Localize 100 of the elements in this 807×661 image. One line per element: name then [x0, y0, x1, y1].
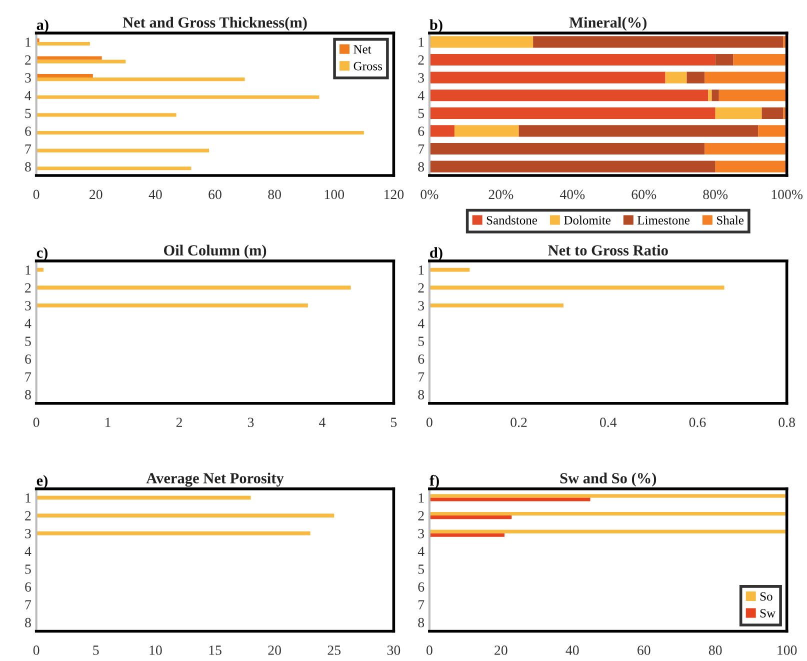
x-tick-label: 0%	[420, 190, 438, 200]
y-tick-label: 5	[418, 564, 424, 574]
chart-title: Oil Column (m)	[164, 244, 266, 259]
legend-label: Gross	[354, 62, 382, 70]
x-tick-label: 20	[90, 190, 102, 200]
x-tick-label: 60%	[632, 190, 656, 200]
y-tick-label: 8	[418, 390, 424, 400]
x-tick-label: 0.6	[689, 418, 706, 428]
legend-label: So	[760, 592, 772, 601]
y-tick-label: 1	[26, 265, 31, 275]
chart-title: Sw and So (%)	[560, 472, 656, 487]
annotation: e)	[36, 474, 48, 489]
y-tick-label: 1	[418, 38, 424, 47]
bar	[36, 166, 192, 170]
y-tick-label: 4	[418, 546, 424, 556]
bar	[429, 516, 512, 520]
y-tick-label: 4	[24, 318, 32, 328]
bar	[429, 268, 470, 272]
x-tick-label: 15	[209, 646, 222, 655]
x-tick-label: 40%	[560, 190, 585, 200]
annotation: a)	[36, 19, 48, 34]
x-tick-label: 120	[384, 190, 404, 200]
y-tick-label: 7	[418, 600, 424, 610]
x-tick-label: 0.2	[510, 418, 527, 428]
bar	[429, 125, 454, 137]
x-tick-label: 1	[106, 418, 110, 427]
x-tick-label: 60	[208, 190, 222, 200]
bar	[36, 74, 93, 78]
annotation: b)	[430, 19, 442, 34]
x-tick-label: 0	[33, 190, 40, 200]
bar	[36, 95, 320, 99]
bar	[715, 54, 734, 66]
x-tick-label: 100%	[772, 190, 803, 200]
y-tick-label: 8	[418, 618, 424, 628]
y-tick-label: 7	[418, 372, 424, 382]
y-tick-label: 7	[25, 144, 32, 154]
bar	[758, 125, 787, 137]
x-tick-label: 5	[391, 418, 397, 428]
legend-label: Sw	[760, 609, 776, 618]
x-tick-label: 80%	[703, 190, 728, 200]
bar	[36, 531, 310, 536]
x-tick-label: 80	[268, 190, 281, 200]
bar	[454, 125, 519, 137]
legend-label: Dolomite	[564, 216, 610, 224]
y-tick-label: 6	[418, 354, 424, 364]
x-tick-label: 20	[494, 646, 508, 655]
y-tick-label: 8	[25, 162, 31, 172]
bar	[715, 107, 762, 119]
y-tick-label: 8	[25, 618, 31, 628]
x-tick-label: 30	[387, 646, 400, 655]
x-tick-label: 40	[566, 646, 579, 655]
bar	[429, 72, 666, 84]
y-tick-label: 6	[418, 582, 424, 592]
y-tick-label: 2	[418, 283, 424, 292]
legend-label: Sandstone	[486, 216, 538, 224]
bar	[429, 494, 787, 498]
bar	[715, 160, 787, 172]
bar	[36, 78, 245, 82]
y-tick-label: 2	[25, 55, 31, 65]
x-tick-label: 100	[324, 190, 344, 200]
x-tick-label: 0	[426, 418, 432, 428]
bar	[712, 90, 719, 102]
bar	[704, 72, 787, 84]
bar	[429, 512, 787, 516]
bar	[429, 90, 708, 102]
bar	[718, 90, 787, 102]
x-tick-label: 3	[248, 418, 254, 428]
x-tick-label: 25	[328, 646, 341, 655]
x-tick-label: 40	[148, 190, 162, 200]
y-tick-label: 7	[25, 600, 32, 610]
bar	[429, 142, 705, 155]
bar	[429, 286, 724, 290]
y-tick-label: 3	[418, 301, 424, 310]
x-tick-label: 20%	[488, 190, 514, 200]
bar	[36, 514, 334, 518]
y-tick-label: 6	[25, 126, 32, 136]
bar	[36, 148, 210, 152]
y-tick-label: 7	[418, 144, 424, 154]
bar	[733, 54, 787, 66]
bar	[429, 533, 504, 537]
bar	[36, 56, 102, 60]
bar	[429, 36, 534, 48]
x-tick-label: 60	[638, 646, 650, 655]
y-tick-label: 2	[25, 283, 31, 292]
x-tick-label: 0.4	[600, 418, 617, 428]
legend-label: Shale	[717, 216, 744, 224]
bar	[686, 72, 705, 84]
y-tick-label: 3	[25, 528, 31, 538]
y-tick-label: 2	[418, 55, 424, 65]
x-tick-label: 0	[33, 646, 40, 655]
bar	[429, 303, 564, 308]
x-tick-label: 0	[426, 646, 432, 655]
bar	[36, 60, 126, 64]
bar	[429, 107, 716, 119]
bar	[518, 125, 758, 137]
bar	[762, 107, 784, 119]
bar	[36, 42, 90, 46]
y-tick-label: 6	[418, 126, 424, 136]
chart-title: Average Net Porosity	[146, 472, 284, 487]
annotation: d)	[430, 247, 442, 261]
